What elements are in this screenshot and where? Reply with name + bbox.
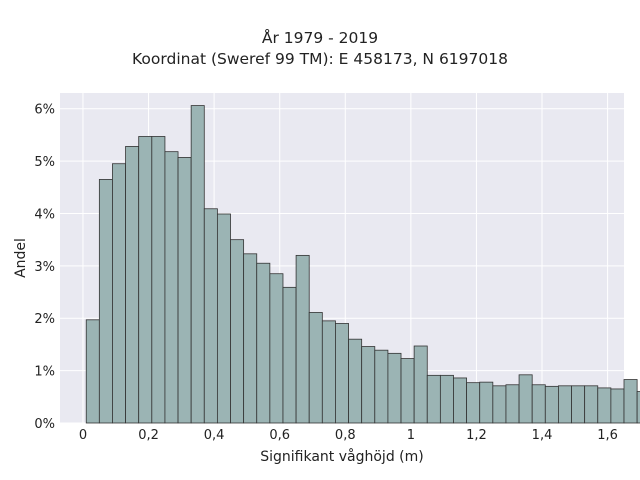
histogram-bar xyxy=(374,349,389,424)
x-tick-label: 1 xyxy=(407,428,415,443)
y-tick-label: 2% xyxy=(34,312,55,327)
histogram-bar xyxy=(466,382,481,424)
histogram-bar xyxy=(125,146,140,424)
histogram-bar xyxy=(308,312,323,424)
histogram-bar xyxy=(413,345,428,424)
histogram-bar xyxy=(623,379,638,424)
histogram-bar xyxy=(492,385,507,424)
chart-title: År 1979 - 2019 xyxy=(261,29,379,47)
histogram-bar xyxy=(203,208,218,424)
y-axis-label: Andel xyxy=(13,238,29,278)
histogram-bar xyxy=(518,374,533,424)
histogram-bar xyxy=(177,157,192,424)
histogram-bar xyxy=(610,388,625,424)
histogram-bar xyxy=(295,254,310,424)
histogram-bar xyxy=(269,273,284,424)
histogram-bar xyxy=(321,320,336,424)
histogram-bar xyxy=(190,105,205,424)
histogram-bar xyxy=(584,385,599,424)
x-tick-label: 0,2 xyxy=(138,428,159,443)
histogram-bar xyxy=(544,385,559,424)
chart-subtitle: Koordinat (Sweref 99 TM): E 458173, N 61… xyxy=(132,50,508,68)
histogram-bar xyxy=(112,163,126,424)
histogram-bar xyxy=(479,381,494,424)
histogram-bar xyxy=(348,338,363,424)
x-tick-label: 0 xyxy=(79,428,87,443)
histogram-bar xyxy=(453,377,468,424)
histogram-bar xyxy=(387,352,402,424)
histogram-bar xyxy=(505,384,520,424)
histogram-bar xyxy=(636,391,640,424)
histogram-bar xyxy=(98,179,113,424)
y-axis-ticks: 0% 1% 2% 3% 4% 5% 6% xyxy=(34,103,55,432)
histogram-bar xyxy=(85,319,100,424)
x-tick-label: 0,4 xyxy=(204,428,225,443)
x-tick-label: 1,4 xyxy=(532,428,553,443)
y-tick-label: 5% xyxy=(34,155,55,170)
x-tick-label: 0,6 xyxy=(269,428,290,443)
x-axis-ticks: 0 0,2 0,4 0,6 0,8 1 1,2 1,4 1,6 xyxy=(79,428,618,443)
histogram-bar xyxy=(531,384,546,424)
histogram-bar xyxy=(138,136,153,424)
bars xyxy=(85,105,640,424)
histogram-bar xyxy=(151,136,166,424)
y-tick-label: 0% xyxy=(34,417,55,432)
x-tick-label: 0,8 xyxy=(335,428,356,443)
histogram-bar xyxy=(361,346,376,424)
x-tick-label: 1,2 xyxy=(466,428,487,443)
histogram-bar xyxy=(439,374,454,424)
histogram-bar xyxy=(335,323,349,424)
histogram-bar xyxy=(164,151,179,424)
histogram-bar xyxy=(571,385,586,424)
histogram-bar xyxy=(558,385,572,424)
y-tick-label: 1% xyxy=(34,365,55,380)
histogram-bar xyxy=(230,239,245,424)
histogram-bar xyxy=(256,262,271,424)
x-tick-label: 1,6 xyxy=(597,428,618,443)
histogram-bar xyxy=(282,286,297,424)
histogram-bar xyxy=(400,358,415,424)
histogram-bar xyxy=(597,387,612,424)
x-axis-label: Signifikant våghöjd (m) xyxy=(260,448,423,465)
histogram-bar xyxy=(243,253,258,424)
y-tick-label: 6% xyxy=(34,103,55,118)
y-tick-label: 3% xyxy=(34,260,55,275)
y-tick-label: 4% xyxy=(34,207,55,222)
histogram-bar xyxy=(216,213,231,424)
histogram-bar xyxy=(426,374,441,424)
